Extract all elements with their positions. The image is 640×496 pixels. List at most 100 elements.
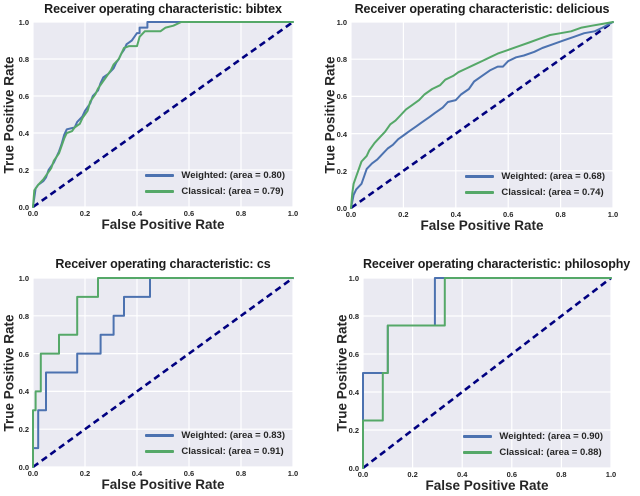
x-tick-label: 0.2 [407,470,418,479]
weighted-line-sample [463,435,493,438]
legend: Weighted: (area = 0.83) Classical: (area… [145,430,285,457]
legend: Weighted: (area = 0.80) Classical: (area… [145,170,285,197]
x-tick-label: 0.4 [450,210,462,219]
y-axis-label: True Positive Rate [1,313,17,432]
x-axis-label: False Positive Rate [425,478,549,493]
x-tick-label: 0.4 [131,209,143,218]
chart-title: Receiver operating characteristic: delic… [354,2,610,16]
y-axis-label: True Positive Rate [1,55,17,174]
legend-label: Classical: (area = 0.74) [501,187,604,198]
y-axis-label: True Positive Rate [322,56,338,174]
x-tick-label: 0.2 [79,469,91,478]
legend-label: Weighted: (area = 0.83) [181,430,285,441]
legend-item-weighted: Weighted: (area = 0.80) [145,170,285,181]
roc-curve-weighted [32,277,294,468]
legend-label: Weighted: (area = 0.80) [181,170,285,181]
legend-item-classical: Classical: (area = 0.91) [145,446,285,457]
y-tick-label: 0.4 [18,387,29,397]
classical-line-sample [463,451,493,454]
y-tick-label: 0.4 [18,129,29,138]
x-tick-label: 0.6 [183,209,195,218]
y-tick-label: 0.0 [18,463,29,472]
legend-item-classical: Classical: (area = 0.79) [145,186,285,197]
classical-line-sample [145,190,175,193]
legend-item-classical: Classical: (area = 0.74) [465,187,605,198]
y-tick-label: 0.2 [348,426,359,435]
legend-label: Classical: (area = 0.79) [181,186,284,197]
x-tick-label: 1.0 [287,209,299,218]
y-tick-label: 0.4 [348,388,359,397]
roc-chart-philosophy: Receiver operating characteristic: philo… [320,248,640,496]
x-axis-label: False Positive Rate [420,218,544,233]
weighted-line-sample [145,434,175,437]
y-tick-label: 0.8 [18,55,29,64]
roc-curves-svg [362,276,612,470]
legend-item-weighted: Weighted: (area = 0.68) [465,171,605,182]
roc-curve-classical [32,277,294,468]
x-tick-label: 1.0 [605,470,617,479]
y-tick-label: 0.2 [18,166,29,175]
x-tick-label: 0.4 [131,469,143,478]
chance-diagonal-line [32,276,294,469]
x-tick-label: 0.6 [183,469,195,478]
y-tick-label: 0.2 [18,425,29,435]
x-tick-label: 0.0 [27,469,39,478]
chart-title: Receiver operating characteristic: philo… [363,257,631,271]
weighted-line-sample [145,174,175,177]
y-tick-label: 1.0 [348,274,359,283]
y-tick-label: 0.0 [336,204,347,213]
roc-curves-svg [32,20,294,209]
y-tick-label: 0.6 [18,349,29,359]
x-tick-label: 0.8 [555,210,566,219]
x-tick-label: 0.0 [357,470,369,479]
x-tick-label: 0.0 [345,210,357,219]
chance-diagonal-line [362,276,612,470]
x-tick-label: 0.6 [506,470,518,479]
roc-chart-bibtex: Receiver operating characteristic: bibte… [0,0,320,248]
legend: Weighted: (area = 0.90) Classical: (area… [463,431,603,458]
y-tick-label: 0.4 [336,129,347,139]
classical-line-sample [465,191,495,194]
x-tick-label: 0.6 [502,210,514,219]
roc-chart-cs: Receiver operating characteristic: cs Tr… [0,248,320,496]
roc-curves-svg [350,20,614,210]
legend-item-classical: Classical: (area = 0.88) [463,447,603,458]
weighted-line-sample [465,175,495,178]
chart-title: Receiver operating characteristic: cs [55,257,271,271]
y-tick-label: 0.6 [348,350,359,359]
roc-curves-svg [32,276,294,469]
roc-curve-classical [32,21,294,208]
x-axis-label: False Positive Rate [101,477,225,492]
x-tick-label: 0.8 [235,469,247,478]
y-axis-label: True Positive Rate [334,314,350,432]
plot-area: 0.0 0.2 0.4 0.6 0.8 1.0 0.0 0.2 0.4 0.6 0.8 1.0 We… [337,18,619,219]
y-tick-label: 1.0 [18,18,29,27]
legend-label: Weighted: (area = 0.90) [499,431,603,442]
chart-title: Receiver operating characteristic: bibte… [44,2,282,16]
y-tick-label: 0.8 [348,312,359,321]
x-tick-label: 0.2 [79,209,91,218]
classical-line-sample [145,450,175,453]
roc-curve-classical [362,277,612,469]
plot-area: 0.0 0.2 0.4 0.6 0.8 1.0 0.0 0.2 0.4 0.6 0.8 1.0 We… [19,18,299,218]
y-tick-label: 1.0 [336,18,347,27]
legend-label: Classical: (area = 0.91) [181,446,284,457]
y-tick-label: 0.6 [336,92,347,102]
legend-item-weighted: Weighted: (area = 0.83) [145,430,285,441]
y-tick-label: 0.8 [336,55,347,65]
y-tick-label: 0.6 [18,92,29,101]
plot-area: 0.0 0.2 0.4 0.6 0.8 1.0 0.0 0.2 0.4 0.6 0.8 1.0 We… [349,274,617,479]
x-tick-label: 1.0 [607,210,619,219]
x-tick-label: 0.8 [235,209,247,218]
legend-label: Weighted: (area = 0.68) [501,171,605,182]
plot-area: 0.0 0.2 0.4 0.6 0.8 1.0 0.0 0.2 0.4 0.6 0.8 1.0 We… [19,274,299,478]
roc-curve-weighted [350,21,614,209]
x-tick-label: 0.0 [27,209,39,218]
legend: Weighted: (area = 0.68) Classical: (area… [465,171,605,198]
x-tick-label: 1.0 [287,469,299,478]
roc-chart-delicious: Receiver operating characteristic: delic… [320,0,640,248]
chance-diagonal-line [350,20,614,210]
x-tick-label: 0.8 [556,470,567,479]
y-tick-label: 1.0 [18,274,29,283]
